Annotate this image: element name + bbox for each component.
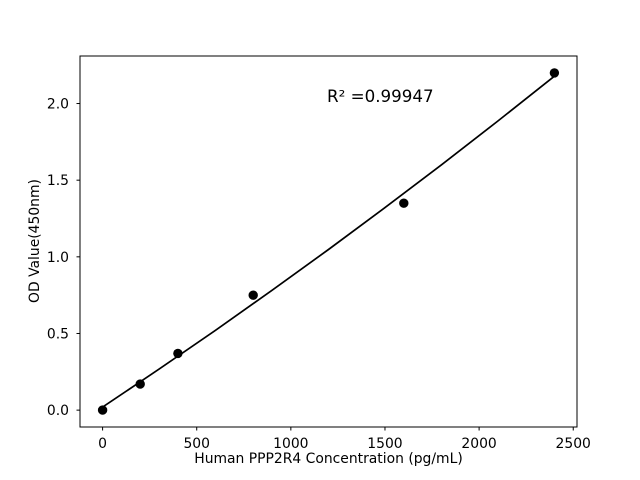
r-squared-annotation: R² =0.99947 [327, 86, 434, 106]
data-point [173, 348, 183, 359]
x-tick-label: 2000 [461, 436, 496, 452]
fit-line [101, 75, 556, 408]
y-tick-label: 0.0 [47, 403, 69, 419]
plot-border [79, 55, 578, 428]
y-axis-label: OD Value(450nm) [27, 179, 43, 303]
x-tick-label: 500 [183, 436, 210, 452]
y-tick-label: 1.0 [47, 250, 69, 266]
x-tick-label: 0 [98, 436, 107, 452]
data-point [248, 290, 258, 300]
x-tick-label: 1500 [367, 436, 402, 452]
x-axis-label: Human PPP2R4 Concentration (pg/mL) [194, 451, 463, 467]
x-tick-label: 1000 [273, 436, 308, 452]
data-point [135, 379, 145, 389]
y-tick-label: 2.0 [47, 97, 69, 113]
y-tick-label: 0.5 [47, 326, 69, 342]
data-point [549, 68, 560, 78]
data-point [399, 198, 409, 208]
x-tick-label: 2500 [556, 436, 591, 452]
y-tick-label: 1.5 [47, 173, 69, 189]
data-point [97, 405, 108, 415]
